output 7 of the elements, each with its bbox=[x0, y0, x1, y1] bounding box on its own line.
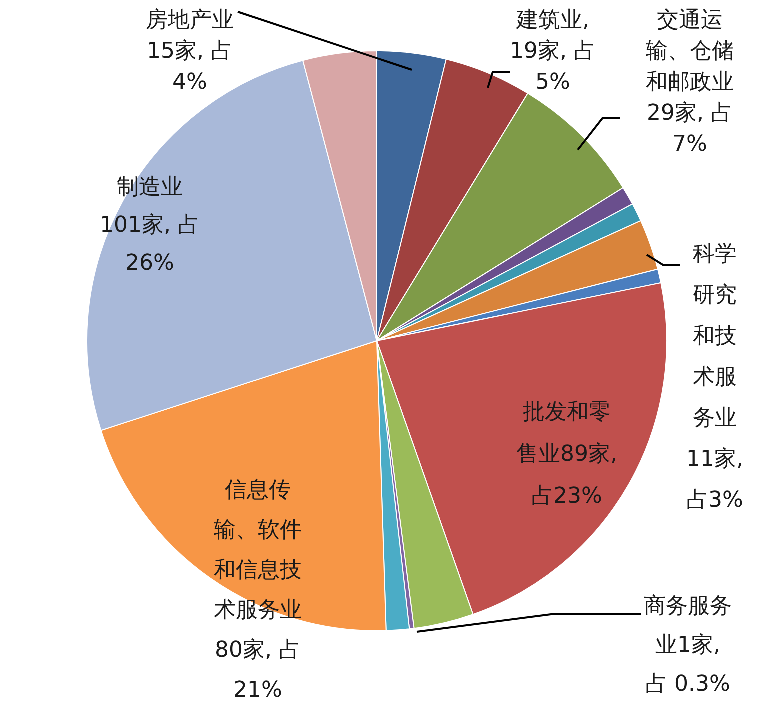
slice-label: 商务服务业1家, 占 0.3% bbox=[644, 594, 732, 697]
slice-label: 建筑业, 19家, 占 5% bbox=[510, 8, 596, 95]
slice-label: 批发和零售业89家, 占23% bbox=[516, 400, 618, 509]
slice-label: 交通运输、仓储和邮政业 29家, 占 7% bbox=[646, 8, 734, 157]
slice-label: 科学研究和技术服务业 11家, 占3% bbox=[686, 242, 744, 513]
slice-label: 制造业 101家, 占 26% bbox=[100, 175, 200, 276]
slice-label: 房地产业 15家, 占 4% bbox=[146, 8, 234, 95]
